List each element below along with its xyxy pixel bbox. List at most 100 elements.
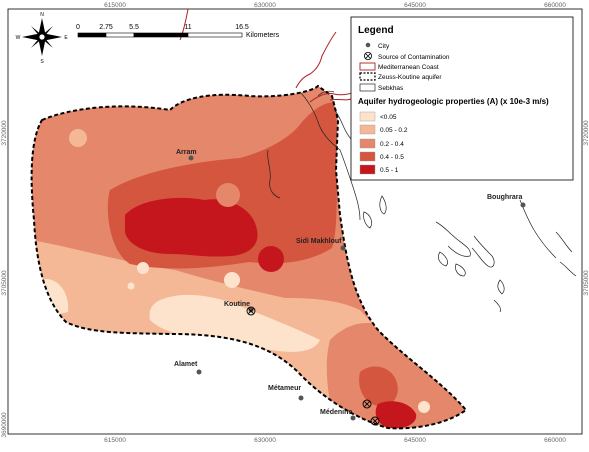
scale-tick-label: 16.5 <box>235 24 249 31</box>
y-tick-label: 3720000 <box>1 120 8 146</box>
y-tick-label: 3705000 <box>583 270 589 296</box>
city-arram: Arram <box>176 149 197 161</box>
x-tick-label: 660000 <box>544 2 566 9</box>
city-label: Arram <box>176 149 197 156</box>
zone-light-spot <box>69 129 87 147</box>
class-label: 0.2 - 0.4 <box>380 141 404 148</box>
legend-class-3: 0.2 - 0.4 <box>359 138 404 149</box>
city-medenine: Médenine <box>320 409 356 421</box>
contamination-source-marker <box>246 306 256 316</box>
zone-light-spot <box>224 272 240 288</box>
scale-unit-label: Kilometers <box>246 32 280 39</box>
zone-0.2-0.4-south <box>326 323 466 429</box>
city-label: Métameur <box>268 385 301 392</box>
zone-light-spot <box>418 401 430 413</box>
x-tick-label: 615000 <box>104 2 126 9</box>
city-dot-icon <box>365 42 371 48</box>
y-tick-label: 3690000 <box>1 412 8 438</box>
north-arrow-icon: N S E W <box>16 12 69 65</box>
north-label: N <box>40 12 44 18</box>
city-label: Koutine <box>224 301 250 308</box>
city-label: Sidi Makhlouf <box>296 238 342 245</box>
city-dot <box>350 415 356 421</box>
x-coordinate-ticks-bottom: 615000 630000 645000 660000 <box>104 437 566 444</box>
south-label: S <box>40 59 44 65</box>
x-tick-label: 630000 <box>254 2 276 9</box>
legend-item-label: City <box>378 43 390 50</box>
zone-0.4-0.5-south <box>359 366 398 407</box>
scale-tick-label: 11 <box>184 24 191 31</box>
class-label: 0.5 - 1 <box>380 167 399 174</box>
aquifer-boundary <box>30 84 468 430</box>
legend-item-aquifer: Zeuss-Koutine aquifer <box>359 72 442 81</box>
city-dot <box>196 369 202 375</box>
class-swatch <box>359 151 376 162</box>
city-boughrara: Boughrara <box>487 194 526 208</box>
x-coordinate-ticks-top: 615000 630000 645000 660000 <box>104 2 566 9</box>
west-label: W <box>16 35 21 41</box>
zone-medium-spot <box>216 183 240 207</box>
zone-light-spot <box>137 262 149 274</box>
city-metameur: Métameur <box>268 385 304 401</box>
legend: Legend City Source of Contamination Medi… <box>350 16 574 181</box>
legend-class-5: 0.5 - 1 <box>359 164 399 175</box>
class-swatch <box>359 111 376 122</box>
legend-subtitle: Aquifer hydrogeologic properties (A) (x … <box>358 97 549 106</box>
city-alamet: Alamet <box>174 361 202 375</box>
x-tick-label: 615000 <box>104 437 126 444</box>
scale-tick-label: 5.5 <box>129 24 139 31</box>
legend-class-4: 0.4 - 0.5 <box>359 151 404 162</box>
city-dot <box>188 155 194 161</box>
zone-lt-0.05 <box>149 294 320 352</box>
legend-item-sebkhas: Sebkhas <box>359 83 404 92</box>
legend-item-label: Zeuss-Koutine aquifer <box>378 74 442 81</box>
coast-swatch <box>359 62 376 71</box>
x-tick-label: 645000 <box>404 437 426 444</box>
legend-class-1: <0.05 <box>359 111 397 122</box>
legend-item-contamination: Source of Contamination <box>363 52 450 61</box>
contamination-source-marker <box>370 416 380 426</box>
legend-item-city: City <box>365 42 390 50</box>
legend-item-label: Mediterranean Coast <box>378 64 439 71</box>
y-coordinate-ticks-left: 3720000 3705000 3690000 <box>1 120 8 438</box>
class-label: <0.05 <box>380 114 397 121</box>
zone-0.5-1-spot <box>258 246 284 272</box>
class-label: 0.05 - 0.2 <box>380 127 408 134</box>
city-dot <box>248 307 254 313</box>
x-tick-label: 630000 <box>254 437 276 444</box>
city-dot <box>340 245 346 251</box>
city-label: Médenine <box>320 409 352 416</box>
legend-item-label: Source of Contamination <box>378 54 450 61</box>
zone-light-spot <box>127 282 135 290</box>
y-coordinate-ticks-right: 3720000 3705000 <box>583 120 589 296</box>
legend-item-coast: Mediterranean Coast <box>359 62 439 71</box>
city-koutine: Koutine <box>224 301 254 313</box>
y-tick-label: 3720000 <box>583 120 589 146</box>
scale-tick-label: 2.75 <box>99 24 113 31</box>
east-label: E <box>64 35 68 41</box>
x-tick-label: 645000 <box>404 2 426 9</box>
city-label: Boughrara <box>487 194 523 201</box>
contamination-source-marker <box>362 399 372 409</box>
class-swatch <box>359 124 376 135</box>
aquifer-swatch <box>359 72 376 81</box>
city-sidi-makhlouf: Sidi Makhlouf <box>296 238 346 251</box>
legend-item-label: Sebkhas <box>378 85 404 92</box>
y-tick-label: 3705000 <box>1 270 8 296</box>
x-tick-label: 660000 <box>544 437 566 444</box>
scale-bar: 0 2.75 5.5 11 16.5 Kilometers <box>76 24 280 39</box>
legend-title: Legend <box>358 25 394 36</box>
class-label: 0.4 - 0.5 <box>380 154 404 161</box>
legend-box <box>350 16 574 181</box>
city-dot <box>298 395 304 401</box>
legend-class-2: 0.05 - 0.2 <box>359 124 408 135</box>
zone-0.5-1 <box>125 197 258 257</box>
scale-tick-label: 0 <box>76 24 80 31</box>
city-label: Alamet <box>174 361 198 368</box>
city-dot <box>520 202 526 208</box>
class-swatch <box>359 138 376 149</box>
class-swatch <box>359 164 376 175</box>
zone-0.5-1-south <box>375 401 417 429</box>
sebkhas-swatch <box>359 83 376 92</box>
